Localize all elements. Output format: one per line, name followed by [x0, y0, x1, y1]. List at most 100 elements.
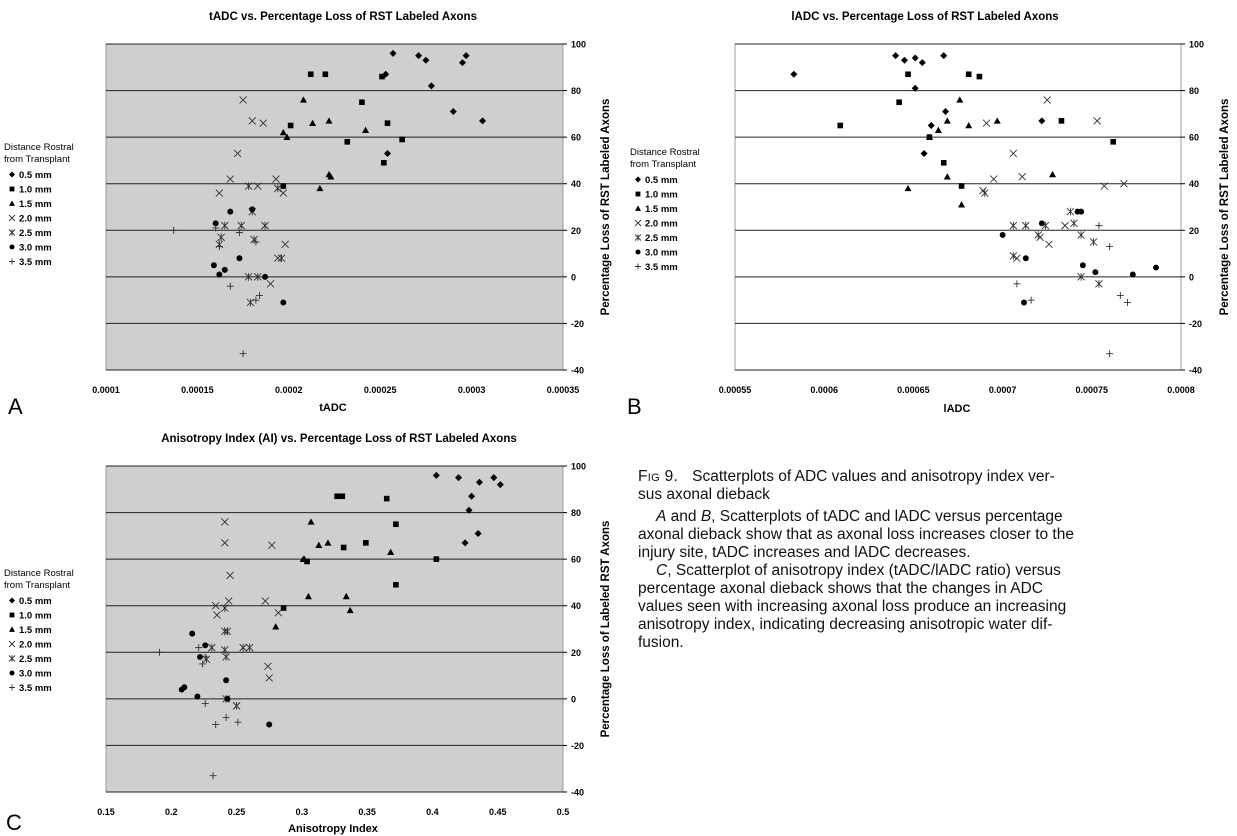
data-point-x — [1045, 240, 1053, 249]
legend-symbol-triangle — [9, 200, 15, 206]
data-point-x — [268, 541, 276, 549]
data-point-x — [253, 182, 262, 190]
data-point-square — [1058, 118, 1065, 124]
data-point-diamond — [479, 117, 487, 125]
caption-c-line3: values seen with increasing axonal loss … — [638, 598, 1067, 615]
y-tick-label: -20 — [571, 319, 584, 329]
data-point-triangle — [299, 96, 307, 103]
x-tick-label: 0.5 — [557, 807, 570, 817]
y-tick-label: 20 — [571, 648, 581, 658]
data-point-plus — [1106, 243, 1114, 251]
data-point-x — [215, 189, 224, 197]
legend-title-line1: Distance Rostral — [630, 147, 700, 158]
chart-title: tADC vs. Percentage Loss of RST Labeled … — [209, 11, 477, 23]
data-point-asterisk — [253, 273, 262, 281]
legend-item-label: 2.0 mm — [645, 219, 678, 230]
data-point-x — [221, 539, 229, 547]
data-point-triangle — [315, 541, 323, 548]
legend-item-label: 3.5 mm — [19, 683, 52, 694]
legend-item-label: 3.5 mm — [19, 257, 52, 268]
x-tick-label: 0.3 — [296, 807, 309, 817]
legend-item-label: 0.5 mm — [19, 170, 52, 181]
data-point-triangle — [943, 117, 951, 124]
data-point-square — [393, 581, 399, 588]
y-tick-label: 0 — [1189, 272, 1194, 282]
data-point-square — [287, 122, 294, 129]
data-point-diamond — [384, 149, 392, 157]
data-point-plus — [195, 644, 203, 652]
data-point-plus — [1116, 291, 1124, 299]
data-point-square — [334, 493, 340, 500]
data-point-triangle — [300, 555, 308, 562]
data-point-circle — [178, 686, 185, 693]
legend-title-line1: Distance Rostral — [4, 568, 74, 579]
data-point-triangle — [387, 548, 395, 555]
y-tick-label: -40 — [1189, 366, 1202, 376]
panel-letter-c: C — [6, 810, 22, 835]
data-point-x — [211, 601, 220, 610]
data-point-triangle — [943, 173, 951, 180]
data-point-square — [965, 71, 972, 78]
data-point-diamond — [940, 52, 948, 60]
data-point-square — [280, 605, 287, 611]
legend-item-label: 0.5 mm — [19, 596, 52, 607]
x-tick-label: 0.0007 — [989, 385, 1017, 395]
data-point-asterisk — [1089, 238, 1098, 246]
data-point-square — [433, 556, 440, 562]
data-point-plus — [226, 282, 234, 290]
data-point-diamond — [927, 122, 935, 129]
plot-area — [105, 465, 564, 793]
data-point-circle — [224, 695, 231, 702]
legend-item-label: 1.5 mm — [19, 199, 52, 210]
data-point-plus — [1095, 222, 1103, 230]
x-tick-label: 0.4 — [426, 807, 439, 817]
x-tick-label: 0.0002 — [275, 385, 303, 395]
gridlines — [106, 43, 563, 371]
data-point-diamond — [490, 474, 498, 482]
plot-area — [105, 43, 564, 371]
data-point-x — [265, 674, 274, 682]
data-point-plus — [252, 296, 260, 304]
data-point-x — [221, 518, 229, 526]
data-points — [156, 471, 504, 780]
data-point-triangle — [324, 539, 332, 546]
data-point-plus — [234, 718, 242, 726]
x-tick-label: 0.00025 — [364, 385, 397, 395]
data-point-asterisk — [1009, 221, 1018, 230]
data-point-square — [383, 495, 390, 502]
y-tick-label: 100 — [571, 462, 586, 472]
data-point-asterisk — [232, 701, 241, 710]
plot-area — [734, 43, 1182, 371]
data-point-circle — [210, 262, 217, 269]
data-point-asterisk — [244, 273, 253, 281]
data-point-x — [274, 254, 282, 263]
data-point-triangle — [346, 606, 354, 614]
data-point-square — [322, 71, 329, 78]
data-point-diamond — [389, 49, 397, 57]
legend-item-label: 2.0 mm — [19, 214, 52, 225]
data-point-diamond — [920, 149, 928, 157]
legend-symbol-x — [8, 640, 16, 648]
panel-letter-a: A — [8, 394, 23, 419]
caption-ref-b: B — [700, 508, 712, 525]
data-point-diamond — [918, 59, 926, 67]
data-point-diamond — [468, 492, 476, 500]
data-point-circle — [189, 630, 196, 637]
legend-symbol-x — [634, 219, 642, 227]
legend-item-label: 3.5 mm — [645, 262, 678, 273]
data-point-x — [279, 189, 288, 197]
data-point-asterisk — [221, 646, 229, 654]
y-axis-label: Percentage Loss of Labeled RST Axons — [600, 521, 612, 738]
legend-symbol-x — [8, 214, 16, 222]
y-axis-label: Percentage Loss of RST Labeled Axons — [1219, 99, 1231, 316]
y-tick-label: -20 — [571, 741, 584, 751]
legend-symbol-plus — [635, 263, 641, 270]
data-point-plus — [1106, 350, 1114, 358]
data-point-plus — [215, 243, 223, 251]
data-point-x — [1100, 182, 1109, 190]
chart-title: lADC vs. Percentage Loss of RST Labeled … — [791, 11, 1058, 23]
y-tick-label: 40 — [1189, 179, 1199, 189]
data-point-x — [281, 240, 289, 249]
x-tick-label: 0.00065 — [897, 385, 930, 395]
